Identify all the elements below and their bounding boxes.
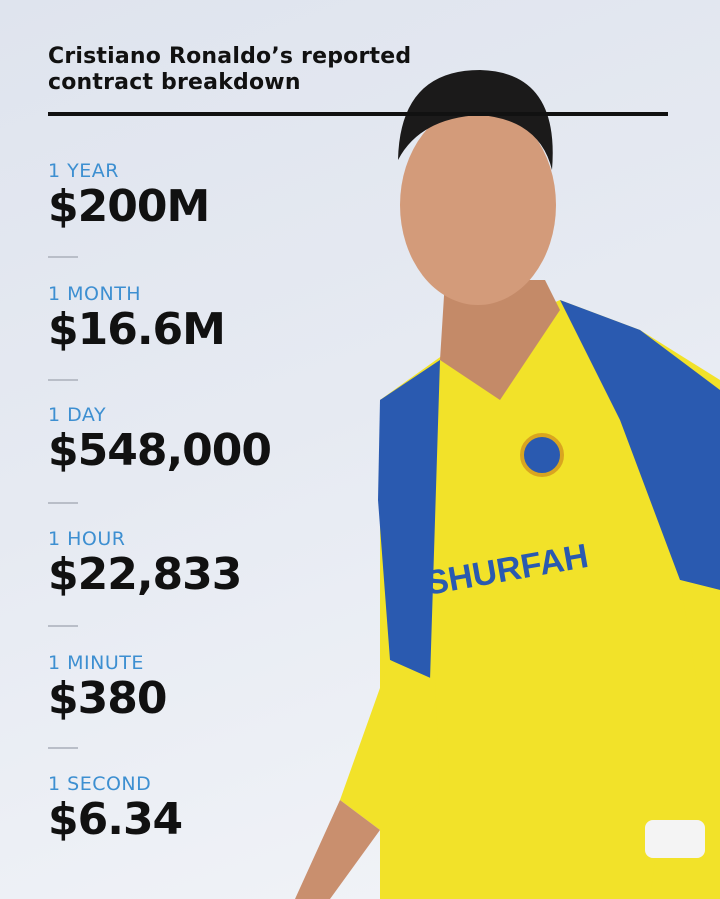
item-value: $6.34 xyxy=(48,794,183,845)
item-label: 1 DAY xyxy=(48,404,107,426)
item-label: 1 YEAR xyxy=(48,160,119,182)
breakdown-item-day: 1 DAY $548,000 xyxy=(48,404,272,476)
item-value: $548,000 xyxy=(48,425,272,476)
breakdown-item-hour: 1 HOUR $22,833 xyxy=(48,528,242,600)
item-divider xyxy=(48,625,78,627)
wristband xyxy=(645,820,705,858)
breakdown-item-year: 1 YEAR $200M xyxy=(48,160,210,232)
item-divider xyxy=(48,502,78,504)
hair xyxy=(398,70,553,170)
left-arm xyxy=(340,660,440,830)
item-label: 1 HOUR xyxy=(48,528,126,550)
item-value: $16.6M xyxy=(48,304,226,355)
item-label: 1 MINUTE xyxy=(48,652,144,674)
crest xyxy=(520,433,564,477)
item-divider xyxy=(48,747,78,749)
item-value: $380 xyxy=(48,673,167,724)
title-divider xyxy=(48,112,668,116)
neck xyxy=(440,280,560,400)
left-hand xyxy=(295,800,380,899)
item-divider xyxy=(48,256,78,258)
breakdown-item-month: 1 MONTH $16.6M xyxy=(48,283,226,355)
right-sleeve xyxy=(560,300,720,590)
item-label: 1 SECOND xyxy=(48,773,152,795)
right-arm xyxy=(650,580,720,899)
item-value: $22,833 xyxy=(48,549,242,600)
left-sleeve xyxy=(378,360,440,680)
head xyxy=(400,105,556,305)
breakdown-item-minute: 1 MINUTE $380 xyxy=(48,652,167,724)
page-title: Cristiano Ronaldo’s reported contract br… xyxy=(48,44,412,95)
item-value: $200M xyxy=(48,181,210,232)
item-divider xyxy=(48,379,78,381)
breakdown-item-second: 1 SECOND $6.34 xyxy=(48,773,183,845)
item-label: 1 MONTH xyxy=(48,283,142,305)
